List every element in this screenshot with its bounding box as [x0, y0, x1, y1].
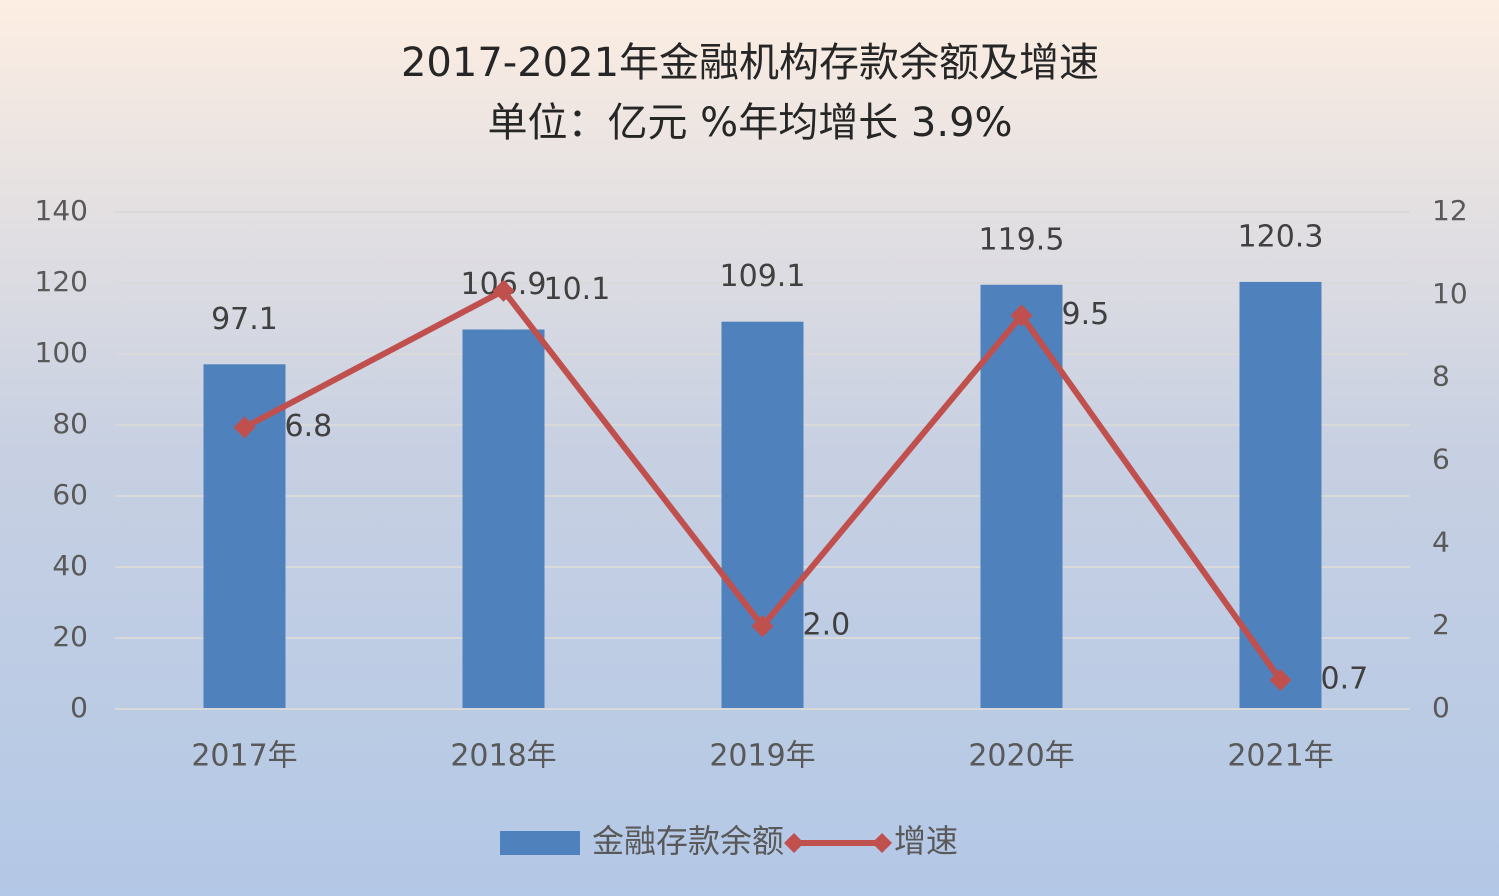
legend-swatch [500, 831, 580, 855]
legend-label: 金融存款余额 [592, 822, 784, 860]
line-value-label: 9.5 [1062, 297, 1110, 332]
line-value-label: 2.0 [803, 608, 851, 643]
x-tick-label: 2018年 [450, 739, 556, 774]
y-tick-label: 20 [52, 620, 88, 653]
y2-tick-label: 6 [1432, 443, 1450, 476]
bar-value-label: 119.5 [979, 222, 1065, 257]
line-value-label: 6.8 [285, 409, 333, 444]
bar [721, 321, 804, 709]
line-value-label: 0.7 [1321, 662, 1369, 697]
bar-value-label: 109.1 [720, 259, 806, 294]
y2-tick-label: 2 [1432, 608, 1450, 641]
y2-tick-label: 8 [1432, 360, 1450, 393]
x-tick-label: 2019年 [709, 739, 815, 774]
y-tick-label: 140 [35, 194, 88, 227]
line-marker [492, 279, 515, 302]
bar-value-label: 97.1 [211, 302, 278, 337]
line-value-label: 10.1 [544, 272, 611, 307]
chart-title: 2017-2021年金融机构存款余额及增速 [401, 40, 1099, 86]
x-tick-label: 2021年 [1227, 739, 1333, 774]
line-marker [1269, 669, 1292, 692]
legend-swatch-marker [784, 833, 893, 853]
chart-subtitle: 单位：亿元 %年均增长 3.9% [487, 100, 1012, 146]
line-marker [1010, 304, 1033, 327]
legend-label: 增速 [894, 822, 958, 860]
y2-tick-label: 4 [1432, 525, 1450, 558]
x-tick-label: 2017年 [191, 739, 297, 774]
bar [1239, 281, 1322, 709]
y-tick-label: 120 [35, 265, 88, 298]
bar [203, 364, 286, 709]
y-tick-label: 40 [52, 549, 88, 582]
y-tick-label: 80 [52, 407, 88, 440]
y-tick-label: 60 [52, 478, 88, 511]
x-tick-label: 2020年 [968, 739, 1074, 774]
bar [462, 329, 545, 709]
y-tick-label: 100 [35, 336, 88, 369]
y2-tick-label: 12 [1432, 194, 1468, 227]
line-marker [233, 416, 256, 439]
line-marker [751, 615, 774, 638]
y-tick-label: 0 [70, 691, 88, 724]
y2-tick-label: 0 [1432, 691, 1450, 724]
y2-tick-label: 10 [1432, 277, 1468, 310]
bar-value-label: 120.3 [1238, 219, 1324, 254]
